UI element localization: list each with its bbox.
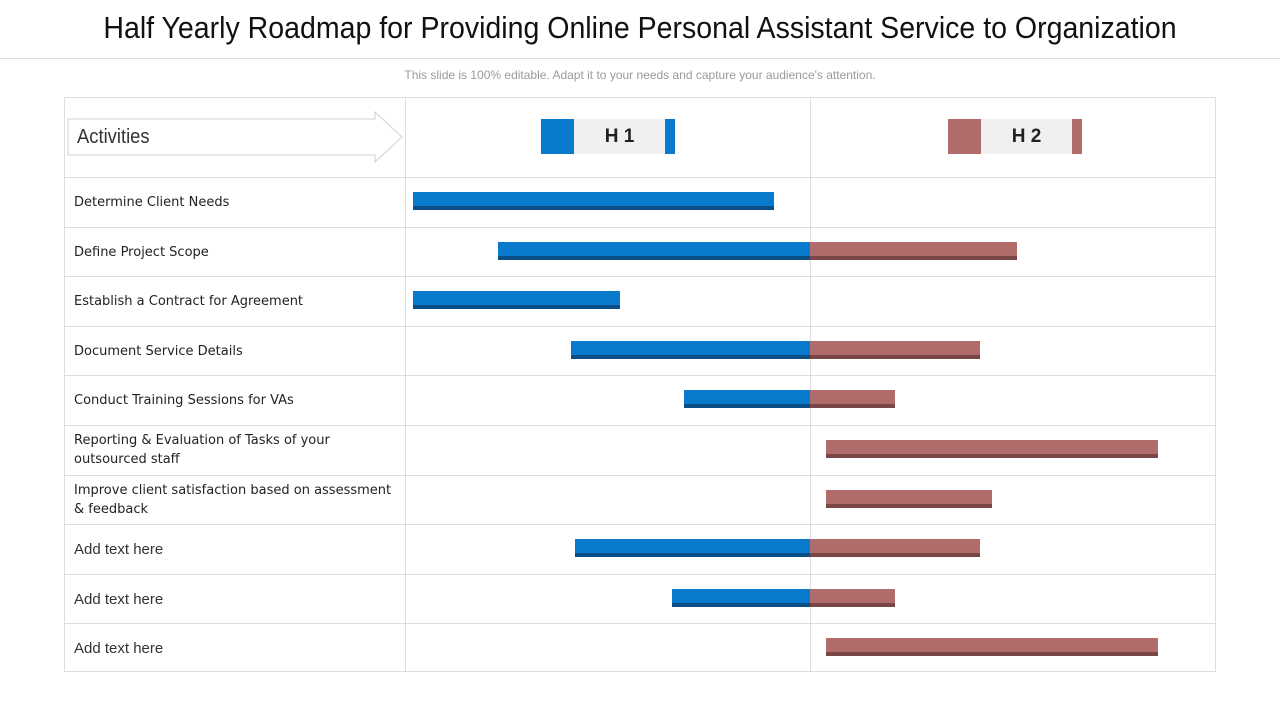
- activity-label: Add text here: [74, 590, 164, 608]
- h2-bar-fill: [810, 341, 981, 355]
- row-divider: [64, 475, 1216, 476]
- activity-label: Document Service Details: [74, 343, 243, 359]
- activity-label: Add text here: [74, 540, 164, 558]
- h2-bar-shadow: [810, 256, 1017, 260]
- row-divider: [64, 375, 1216, 376]
- h1-bar: [413, 291, 620, 309]
- h1-bar-fill: [413, 192, 774, 206]
- activities-arrow-shape: [67, 111, 403, 163]
- row-divider: [64, 227, 1216, 228]
- slide-subtitle: This slide is 100% editable. Adapt it to…: [404, 68, 876, 82]
- h2-color-block: [948, 119, 981, 154]
- h1-bar-fill: [684, 390, 810, 404]
- h2-bar-fill: [810, 390, 896, 404]
- activity-label: Determine Client Needs: [74, 194, 230, 210]
- h1-bar-shadow: [575, 553, 810, 557]
- h2-bar: [810, 589, 896, 607]
- h1-bar-fill: [413, 291, 620, 305]
- h1-bar: [672, 589, 810, 607]
- h1-bar-shadow: [413, 206, 774, 210]
- h1-bar-fill: [672, 589, 810, 603]
- h2-label: H 2: [1011, 126, 1042, 147]
- h1-color-tab: [665, 119, 675, 154]
- h2-bar-shadow: [826, 652, 1159, 656]
- h1-bar: [575, 539, 810, 557]
- h1-bar-shadow: [498, 256, 810, 260]
- slide-title: Half Yearly Roadmap for Providing Online…: [103, 10, 1177, 45]
- row-divider: [64, 276, 1216, 277]
- h1-bar-shadow: [672, 603, 810, 607]
- h2-bar-fill: [826, 638, 1159, 652]
- activity-label: Define Project Scope: [74, 244, 209, 260]
- h1-bar: [498, 242, 810, 260]
- h2-bar-fill: [810, 589, 896, 603]
- h2-label-box: [981, 119, 1072, 154]
- row-divider: [64, 326, 1216, 327]
- row-divider: [64, 425, 1216, 426]
- h2-bar: [810, 242, 1017, 260]
- h2-bar-fill: [826, 490, 993, 504]
- row-divider: [64, 524, 1216, 525]
- h2-bar-shadow: [826, 504, 993, 508]
- row-divider: [64, 574, 1216, 575]
- activity-label: Reporting & Evaluation of Tasks of your …: [74, 433, 330, 467]
- row-divider: [64, 623, 1216, 624]
- h1-bar-fill: [571, 341, 810, 355]
- h1-bar-fill: [575, 539, 810, 553]
- h1-bar-shadow: [413, 305, 620, 309]
- h2-bar-fill: [826, 440, 1159, 454]
- h2-bar: [810, 341, 981, 359]
- h2-bar: [826, 638, 1159, 656]
- h1-label: H 1: [604, 126, 635, 147]
- roadmap-grid: [64, 97, 1216, 672]
- activity-label: Add text here: [74, 639, 164, 657]
- h2-bar-fill: [810, 242, 1017, 256]
- h2-bar-shadow: [826, 454, 1159, 458]
- activities-header: Activities: [77, 126, 150, 148]
- h2-bar: [826, 490, 993, 508]
- h1-bar: [571, 341, 810, 359]
- h2-color-tab: [1072, 119, 1082, 154]
- h2-bar: [810, 539, 981, 557]
- h1-bar-shadow: [571, 355, 810, 359]
- h2-bar-shadow: [810, 603, 896, 607]
- h2-bar-shadow: [810, 404, 896, 408]
- activity-label: Improve client satisfaction based on ass…: [74, 483, 392, 517]
- half-year-divider: [810, 97, 811, 672]
- activity-label: Establish a Contract for Agreement: [74, 293, 304, 309]
- h2-bar-fill: [810, 539, 981, 553]
- h2-bar-shadow: [810, 355, 981, 359]
- h2-bar: [826, 440, 1159, 458]
- h2-bar: [810, 390, 896, 408]
- h1-bar-fill: [498, 242, 810, 256]
- activities-column-divider: [405, 97, 406, 672]
- h2-bar-shadow: [810, 553, 981, 557]
- h1-bar: [684, 390, 810, 408]
- h1-color-block: [541, 119, 574, 154]
- h1-bar: [413, 192, 774, 210]
- row-divider: [64, 177, 1216, 178]
- h1-bar-shadow: [684, 404, 810, 408]
- h1-label-box: [574, 119, 665, 154]
- activity-label: Conduct Training Sessions for VAs: [74, 392, 294, 408]
- title-divider: [0, 58, 1280, 59]
